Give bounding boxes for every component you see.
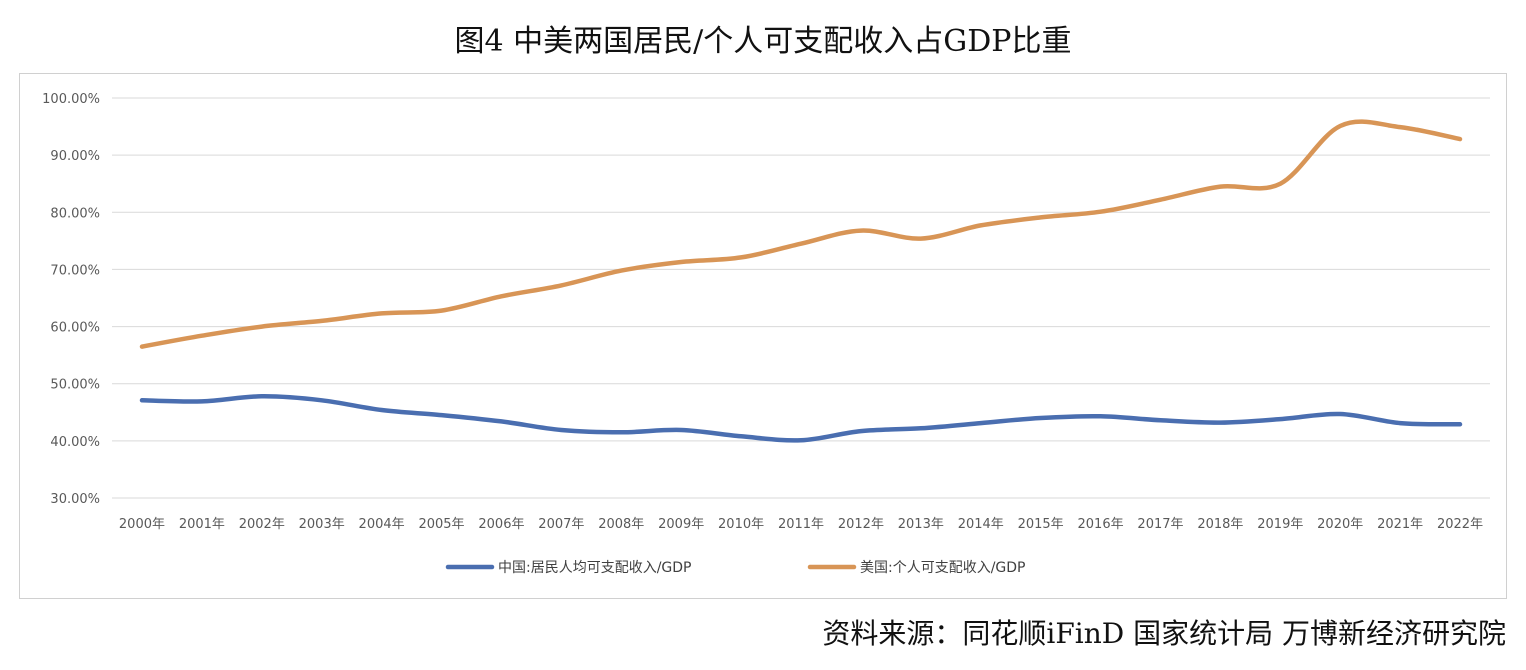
- line-chart: 30.00% 40.00% 50.00% 60.00% 70.00% 80.00% 90.0…: [42, 92, 1490, 576]
- y-tick-label: 40.00%: [50, 435, 100, 450]
- legend-label-usa: 美国:个人可支配收入/GDP: [860, 560, 1026, 576]
- series-lines: [139, 119, 1463, 443]
- y-tick-label: 90.00%: [50, 149, 100, 164]
- x-tick-label: 2014年: [958, 517, 1004, 532]
- x-tick-label: 2018年: [1197, 517, 1243, 532]
- x-tick-label: 2004年: [359, 517, 405, 532]
- x-tick-label: 2022年: [1437, 517, 1483, 532]
- x-tick-label: 2005年: [418, 517, 464, 532]
- x-tick-label: 2009年: [658, 517, 704, 532]
- y-axis-ticks: 30.00% 40.00% 50.00% 60.00% 70.00% 80.00% 90.0…: [42, 92, 100, 507]
- x-tick-label: 2008年: [598, 517, 644, 532]
- x-tick-label: 2011年: [778, 517, 824, 532]
- x-tick-label: 2016年: [1078, 517, 1124, 532]
- y-tick-label: 80.00%: [50, 206, 100, 221]
- chart-area: 30.00% 40.00% 50.00% 60.00% 70.00% 80.00% 90.0…: [19, 73, 1507, 599]
- x-tick-label: 2003年: [299, 517, 345, 532]
- legend: 中国:居民人均可支配收入/GDP 美国:个人可支配收入/GDP: [445, 560, 1026, 576]
- x-tick-label: 2007年: [538, 517, 584, 532]
- y-tick-label: 60.00%: [50, 321, 100, 336]
- x-tick-label: 2006年: [478, 517, 524, 532]
- y-tick-label: 100.00%: [42, 92, 100, 107]
- x-tick-label: 2001年: [179, 517, 225, 532]
- y-tick-label: 70.00%: [50, 263, 100, 278]
- x-tick-label: 2020年: [1317, 517, 1363, 532]
- grid-lines: [112, 97, 1490, 499]
- chart-title: 图4 中美两国居民/个人可支配收入占GDP比重: [454, 24, 1072, 59]
- x-tick-label: 2015年: [1018, 517, 1064, 532]
- x-tick-label: 2013年: [898, 517, 944, 532]
- x-tick-label: 2000年: [119, 517, 165, 532]
- x-tick-label: 2002年: [239, 517, 285, 532]
- x-tick-label: 2010年: [718, 517, 764, 532]
- x-tick-label: 2012年: [838, 517, 884, 532]
- y-tick-label: 50.00%: [50, 378, 100, 393]
- series-line-china: [139, 394, 1463, 443]
- x-tick-label: 2021年: [1377, 517, 1423, 532]
- legend-label-china: 中国:居民人均可支配收入/GDP: [498, 560, 692, 576]
- x-axis-ticks: 2000年 2001年 2002年 2003年 2004年 2005年 2006年 2007年…: [119, 517, 1483, 532]
- source-note: 资料来源：同花顺iFinD 国家统计局 万博新经济研究院: [822, 617, 1506, 650]
- series-line-usa: [139, 119, 1463, 349]
- y-tick-label: 30.00%: [50, 492, 100, 507]
- x-tick-label: 2019年: [1257, 517, 1303, 532]
- x-tick-label: 2017年: [1137, 517, 1183, 532]
